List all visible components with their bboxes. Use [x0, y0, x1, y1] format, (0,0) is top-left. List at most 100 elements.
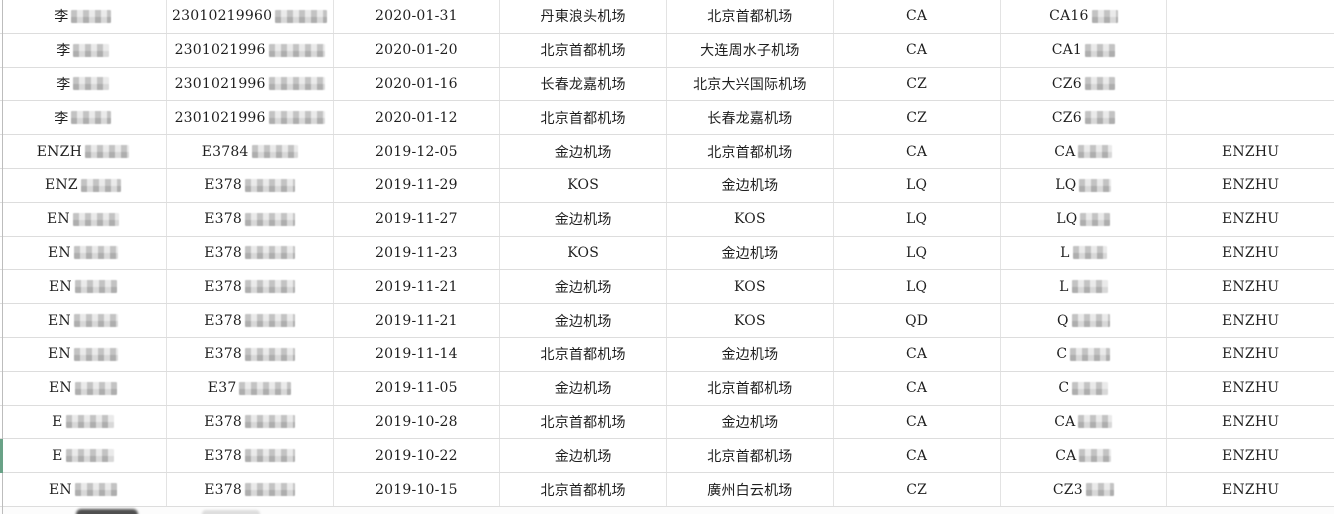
cell-departure-airport[interactable]: 长春龙嘉机场	[500, 67, 667, 101]
cell-passenger-name[interactable]: ENZH	[0, 135, 167, 168]
cell-departure-airport[interactable]: KOS	[500, 168, 667, 202]
cell-departure-airport[interactable]: 金边机场	[500, 202, 667, 236]
cell-id-number[interactable]: E378	[167, 405, 334, 439]
cell-departure-airport[interactable]: 金边机场	[500, 371, 667, 405]
cell-remark[interactable]: ENZHU	[1222, 143, 1280, 160]
cell-remark[interactable]	[1167, 101, 1334, 134]
cell-arrival-airport[interactable]: 金边机场	[667, 236, 834, 270]
cell-passenger-name[interactable]: EN	[0, 337, 167, 371]
cell-arrival-airport[interactable]: 北京首都机场	[667, 371, 834, 405]
cell-airline-code[interactable]: CA	[834, 405, 1001, 439]
cell-airline-code[interactable]: CZ	[834, 101, 1001, 135]
cell-airline-code[interactable]: LQ	[834, 236, 1001, 270]
cell-flight-date[interactable]: 2019-11-23	[334, 236, 501, 270]
cell-departure-airport[interactable]: KOS	[500, 236, 667, 270]
cell-flight-date[interactable]: 2019-10-22	[334, 439, 501, 473]
cell-flight-date[interactable]: 2019-11-27	[334, 202, 501, 236]
cell-passenger-name[interactable]: 李	[0, 33, 167, 67]
cell-passenger-name[interactable]: EN	[0, 371, 167, 405]
cell-airline-code[interactable]: CA	[834, 135, 1001, 168]
cell-passenger-name[interactable]: EN	[0, 270, 167, 304]
cell-flight-number[interactable]: CA	[1001, 439, 1168, 473]
cell-flight-date[interactable]: 2019-11-05	[334, 371, 501, 405]
cell-departure-airport[interactable]: 北京首都机场	[500, 33, 667, 67]
cell-flight-number[interactable]: CZ3	[1001, 473, 1168, 506]
cell-id-number[interactable]: 2301021996	[167, 101, 334, 135]
cell-passenger-name[interactable]: E	[0, 405, 167, 439]
cell-flight-number[interactable]: CA16	[1001, 0, 1168, 33]
cell-id-number[interactable]: 2301021996	[167, 33, 334, 67]
cell-passenger-name[interactable]: 李	[0, 67, 167, 101]
cell-remark[interactable]	[1167, 34, 1334, 67]
cell-arrival-airport[interactable]: 北京首都机场	[667, 439, 834, 473]
cell-departure-airport[interactable]: 金边机场	[500, 135, 667, 168]
cell-id-number[interactable]: E378	[167, 439, 334, 473]
cell-passenger-name[interactable]: EN	[0, 236, 167, 270]
cell-passenger-name[interactable]: ENZ	[0, 168, 167, 202]
cell-id-number[interactable]: E378	[167, 236, 334, 270]
cell-flight-number[interactable]: CA	[1001, 135, 1168, 168]
cell-arrival-airport[interactable]: KOS	[667, 304, 834, 337]
cell-remark[interactable]: ENZHU	[1222, 346, 1280, 363]
cell-airline-code[interactable]: CA	[834, 0, 1001, 33]
cell-flight-date[interactable]: 2019-11-29	[334, 168, 501, 202]
cell-arrival-airport[interactable]: 廣州白云机场	[667, 473, 834, 506]
cell-remark[interactable]: ENZHU	[1222, 312, 1280, 329]
cell-id-number[interactable]: E378	[167, 270, 334, 304]
cell-flight-number[interactable]: C	[1001, 337, 1168, 371]
cell-departure-airport[interactable]: 北京首都机场	[500, 405, 667, 439]
cell-id-number[interactable]: E378	[167, 337, 334, 371]
cell-flight-date[interactable]: 2020-01-31	[334, 0, 501, 33]
cell-arrival-airport[interactable]: 大连周水子机场	[667, 33, 834, 67]
cell-id-number[interactable]: 2301021996	[167, 67, 334, 101]
cell-remark[interactable]: ENZHU	[1222, 278, 1280, 295]
cell-arrival-airport[interactable]: 北京首都机场	[667, 0, 834, 33]
cell-flight-number[interactable]: CZ6	[1001, 101, 1168, 135]
cell-id-number[interactable]: E3784	[167, 135, 334, 168]
cell-flight-number[interactable]: L	[1001, 236, 1168, 270]
cell-flight-number[interactable]: Q	[1001, 304, 1168, 337]
cell-arrival-airport[interactable]: 长春龙嘉机场	[667, 101, 834, 135]
cell-id-number[interactable]: 23010219960	[167, 0, 334, 33]
cell-arrival-airport[interactable]: 金边机场	[667, 405, 834, 439]
cell-remark[interactable]: ENZHU	[1222, 211, 1280, 228]
cell-departure-airport[interactable]: 北京首都机场	[500, 337, 667, 371]
cell-id-number[interactable]: E37	[167, 371, 334, 405]
cell-departure-airport[interactable]: 金边机场	[500, 270, 667, 304]
cell-departure-airport[interactable]: 北京首都机场	[500, 473, 667, 506]
cell-airline-code[interactable]: CZ	[834, 473, 1001, 506]
cell-arrival-airport[interactable]: KOS	[667, 270, 834, 304]
cell-flight-number[interactable]: CA	[1001, 405, 1168, 439]
cell-airline-code[interactable]: LQ	[834, 270, 1001, 304]
cell-airline-code[interactable]: CA	[834, 439, 1001, 473]
cell-arrival-airport[interactable]: KOS	[667, 202, 834, 236]
cell-flight-number[interactable]: C	[1001, 371, 1168, 405]
cell-departure-airport[interactable]: 北京首都机场	[500, 101, 667, 135]
cell-remark[interactable]: ENZHU	[1222, 244, 1280, 261]
cell-flight-date[interactable]: 2019-11-14	[334, 337, 501, 371]
cell-passenger-name[interactable]: 李	[0, 101, 167, 135]
cell-flight-date[interactable]: 2020-01-20	[334, 33, 501, 67]
cell-departure-airport[interactable]: 金边机场	[500, 439, 667, 473]
cell-passenger-name[interactable]: EN	[0, 202, 167, 236]
cell-passenger-name[interactable]: EN	[0, 473, 167, 506]
cell-flight-number[interactable]: CZ6	[1001, 67, 1168, 101]
cell-flight-number[interactable]: LQ	[1001, 202, 1168, 236]
cell-remark[interactable]: ENZHU	[1222, 413, 1280, 430]
cell-id-number[interactable]: E378	[167, 202, 334, 236]
cell-airline-code[interactable]: QD	[834, 304, 1001, 337]
cell-airline-code[interactable]: CA	[834, 33, 1001, 67]
cell-flight-number[interactable]: LQ	[1001, 168, 1168, 202]
cell-remark[interactable]: ENZHU	[1222, 380, 1280, 397]
cell-remark[interactable]	[1167, 68, 1334, 101]
cell-departure-airport[interactable]: 丹東浪头机场	[500, 0, 667, 33]
cell-passenger-name[interactable]: EN	[0, 304, 167, 337]
cell-passenger-name[interactable]: E	[0, 439, 167, 473]
cell-arrival-airport[interactable]: 北京首都机场	[667, 135, 834, 168]
cell-flight-date[interactable]: 2020-01-12	[334, 101, 501, 135]
cell-flight-date[interactable]: 2019-10-28	[334, 405, 501, 439]
cell-airline-code[interactable]: LQ	[834, 202, 1001, 236]
cell-airline-code[interactable]: CA	[834, 371, 1001, 405]
cell-id-number[interactable]: E378	[167, 168, 334, 202]
cell-airline-code[interactable]: LQ	[834, 168, 1001, 202]
